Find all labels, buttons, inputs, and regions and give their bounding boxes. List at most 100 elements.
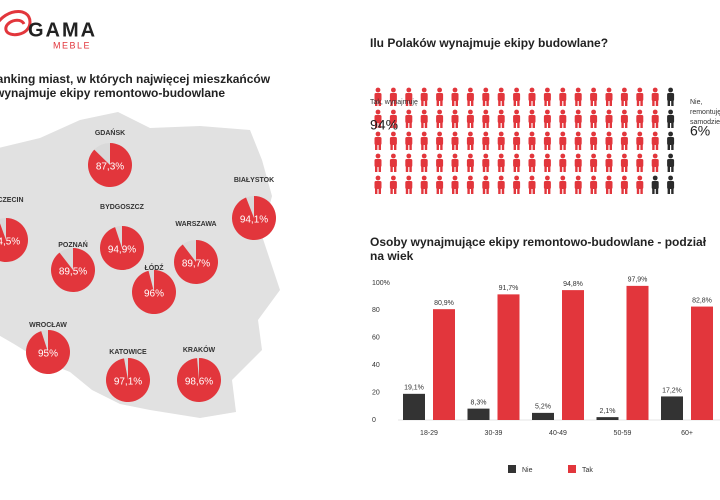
person-leg [606, 122, 609, 128]
person-leg [517, 144, 520, 150]
person-icon [513, 109, 521, 128]
person-leg [575, 188, 578, 194]
person-leg [455, 144, 458, 150]
person-body [605, 115, 613, 123]
person-body [620, 181, 628, 189]
person-head [483, 109, 489, 115]
person-icon [513, 175, 521, 194]
person-head [514, 131, 519, 137]
person-icon [651, 131, 659, 150]
person-body [574, 115, 582, 123]
person-body [374, 181, 382, 189]
person-body [574, 159, 582, 167]
person-head [391, 109, 396, 115]
person-icon [543, 131, 551, 150]
person-leg [424, 144, 428, 150]
person-leg [544, 122, 547, 128]
person-icon [497, 131, 505, 150]
person-head [545, 175, 550, 181]
person-leg [655, 100, 659, 106]
bar-value-label: 19,1% [404, 385, 424, 392]
city-label: SZCZECIN [0, 197, 24, 204]
pie-slice [26, 330, 70, 374]
person-head [483, 175, 489, 181]
person-leg [378, 188, 381, 194]
person-body [543, 159, 551, 167]
person-leg [436, 188, 439, 194]
person-body [513, 115, 521, 123]
person-leg [452, 188, 455, 194]
person-head [668, 175, 673, 181]
person-head [591, 109, 596, 115]
x-tick-label: 18-29 [420, 430, 438, 437]
person-icon [559, 131, 567, 150]
person-leg [529, 144, 532, 150]
person-icon [482, 109, 490, 128]
pie-value-label: 94,9% [108, 245, 136, 256]
person-leg [501, 100, 505, 106]
person-leg [501, 166, 505, 172]
person-icon [436, 175, 444, 194]
person-icon [405, 131, 413, 150]
person-leg [609, 100, 612, 106]
bar [403, 393, 425, 420]
pie-value-label: 89,7% [182, 259, 210, 270]
city-label: WARSZAWA [175, 221, 216, 228]
person-icon [605, 87, 613, 106]
person-leg [436, 122, 439, 128]
person-leg [606, 166, 609, 172]
bar-value-label: 17,2% [662, 387, 682, 394]
person-icon [374, 131, 382, 150]
pie-value-label: 95% [38, 349, 58, 360]
person-leg [594, 122, 597, 128]
city-label: BIAŁYSTOK [234, 177, 274, 184]
person-body [528, 137, 536, 145]
person-leg [529, 166, 532, 172]
person-body [590, 115, 598, 123]
person-icon [466, 87, 474, 106]
person-body [436, 137, 444, 145]
person-head [575, 153, 581, 159]
person-icon [667, 175, 675, 194]
person-head [452, 109, 458, 115]
person-icon [636, 87, 644, 106]
person-icon [420, 109, 428, 128]
person-body [528, 93, 536, 101]
person-leg [471, 188, 474, 194]
person-body [420, 115, 428, 123]
person-leg [563, 166, 566, 172]
person-icon [651, 87, 659, 106]
person-leg [667, 122, 670, 128]
person-body [466, 137, 474, 145]
person-body [605, 137, 613, 145]
person-leg [486, 188, 489, 194]
person-body [420, 137, 428, 145]
person-head [545, 87, 550, 93]
person-head [560, 175, 566, 181]
person-leg [621, 144, 624, 150]
person-icon [667, 153, 675, 172]
person-body [497, 115, 505, 123]
person-body [559, 181, 567, 189]
person-head [391, 87, 396, 93]
person-body [451, 181, 459, 189]
person-head [560, 153, 566, 159]
person-icon [528, 87, 536, 106]
person-leg [625, 166, 628, 172]
person-body [620, 93, 628, 101]
person-head [606, 109, 612, 115]
person-leg [390, 166, 393, 172]
person-leg [594, 166, 597, 172]
person-leg [594, 144, 597, 150]
person-body [667, 137, 675, 145]
person-body [466, 93, 474, 101]
pie-value-label: 98,6% [185, 377, 213, 388]
bar [596, 417, 619, 420]
person-body [651, 181, 659, 189]
person-leg [436, 166, 439, 172]
person-icon [389, 109, 397, 128]
person-leg [621, 100, 624, 106]
person-leg [636, 122, 640, 128]
person-icon [389, 153, 397, 172]
person-leg [548, 100, 551, 106]
